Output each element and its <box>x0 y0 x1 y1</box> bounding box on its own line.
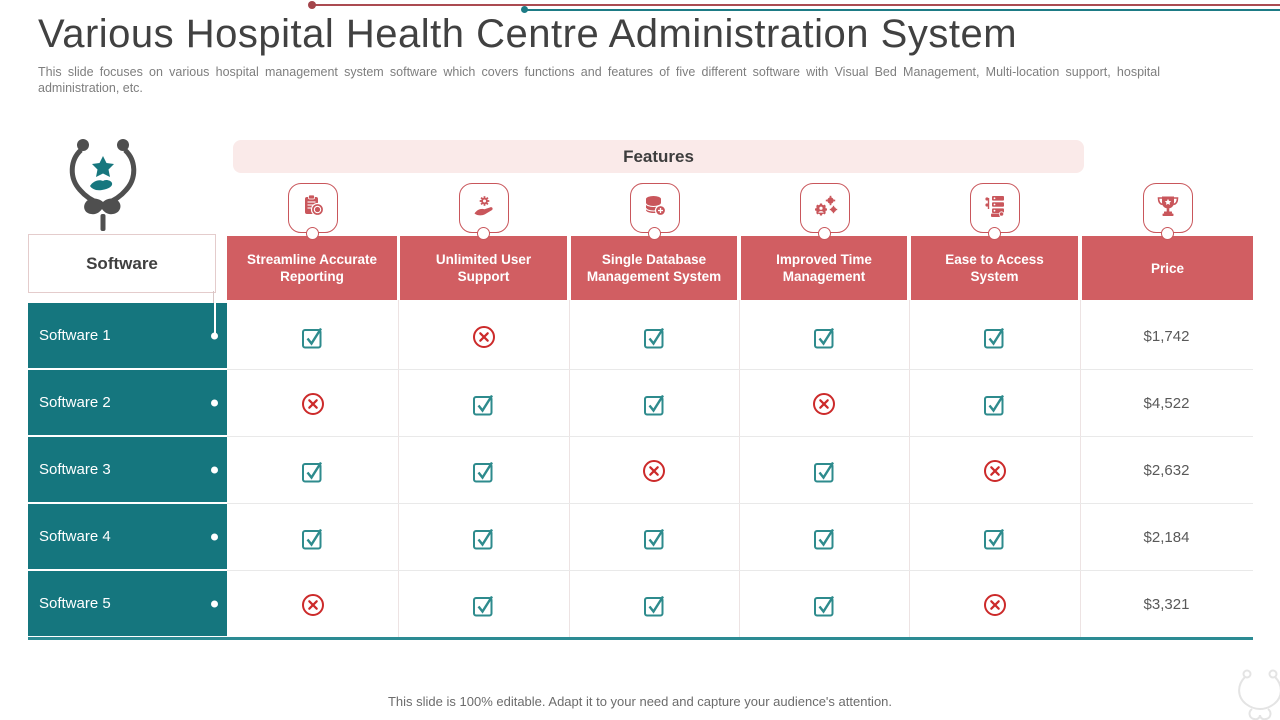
gears-user-icon <box>812 193 839 224</box>
decor-line-red <box>312 4 1280 6</box>
row-label-software-1: Software 1 <box>28 303 227 368</box>
decor-line-teal <box>525 9 1280 11</box>
grid-vline <box>398 300 399 637</box>
icon-connector-bump <box>648 227 661 240</box>
grid-vline <box>909 300 910 637</box>
watermark-stethoscope-icon <box>1238 669 1280 720</box>
grid-hline <box>227 570 1253 571</box>
row-label-text: Software 5 <box>39 595 111 612</box>
icon-connector-bump <box>477 227 490 240</box>
row-label-software-5: Software 5 <box>28 571 227 636</box>
connector-line <box>213 291 214 303</box>
bullet-dot <box>211 399 218 406</box>
grid-vline <box>1080 300 1081 637</box>
feature-icon-box <box>288 183 338 233</box>
feature-mark <box>227 571 398 638</box>
feature-mark <box>398 571 569 638</box>
feature-mark <box>569 303 739 370</box>
table-bottom-border <box>28 637 1253 640</box>
subtitle: This slide focuses on various hospital m… <box>38 64 1160 96</box>
feature-mark <box>398 504 569 571</box>
feature-mark <box>227 370 398 437</box>
feature-mark <box>398 437 569 504</box>
feature-mark <box>739 437 909 504</box>
feature-mark <box>909 437 1080 504</box>
column-header-single-database: Single Database Management System <box>571 236 737 300</box>
decor-dot-teal <box>521 6 528 13</box>
software-column-header: Software <box>28 234 216 293</box>
price-value: $1,742 <box>1143 328 1190 345</box>
trophy-icon <box>1155 193 1181 224</box>
footer-note: This slide is 100% editable. Adapt it to… <box>387 694 893 709</box>
clipboard-coin-icon <box>301 193 326 223</box>
row-label-software-3: Software 3 <box>28 437 227 502</box>
column-header-streamline-accurate-reporting: Streamline Accurate Reporting <box>227 236 397 300</box>
column-header-unlimited-user-support: Unlimited User Support <box>400 236 567 300</box>
price-value: $2,184 <box>1143 529 1190 546</box>
icon-connector-bump <box>988 227 1001 240</box>
grid-hline <box>227 369 1253 370</box>
feature-mark <box>227 303 398 370</box>
feature-mark <box>227 504 398 571</box>
feature-mark <box>569 571 739 638</box>
icon-connector-bump <box>306 227 319 240</box>
feature-icon-box <box>1143 183 1193 233</box>
row-label-text: Software 4 <box>39 528 111 545</box>
subtitle-line-2: administration, etc. <box>38 81 143 95</box>
grid-hline <box>227 436 1253 437</box>
icon-connector-bump <box>818 227 831 240</box>
bullet-dot <box>211 466 218 473</box>
feature-mark <box>569 504 739 571</box>
connector-line-white <box>214 303 216 334</box>
decor-dot-red <box>308 1 316 9</box>
row-label-text: Software 1 <box>39 327 111 344</box>
grid-vline <box>739 300 740 637</box>
row-label-text: Software 2 <box>39 394 111 411</box>
database-add-icon <box>642 193 668 224</box>
row-label-software-4: Software 4 <box>28 504 227 569</box>
column-header-ease-to-access-system: Ease to Access System <box>911 236 1078 300</box>
features-band: Features <box>233 140 1084 173</box>
feature-icon-box <box>459 183 509 233</box>
feature-mark <box>909 504 1080 571</box>
feature-mark <box>739 504 909 571</box>
bullet-dot <box>211 332 218 339</box>
feature-mark <box>227 437 398 504</box>
price-value: $4,522 <box>1143 395 1190 412</box>
grid-vline <box>569 300 570 637</box>
icon-connector-bump <box>1161 227 1174 240</box>
subtitle-line-1: This slide focuses on various hospital m… <box>38 65 1160 79</box>
grid-hline <box>227 503 1253 504</box>
software-label: Software <box>86 253 158 273</box>
row-label-text: Software 3 <box>39 461 111 478</box>
feature-mark <box>909 571 1080 638</box>
feature-mark <box>739 303 909 370</box>
price-value: $3,321 <box>1143 596 1190 613</box>
bullet-dot <box>211 533 218 540</box>
features-label: Features <box>623 146 694 166</box>
feature-mark <box>569 370 739 437</box>
feature-mark <box>398 303 569 370</box>
server-checklist-icon <box>982 193 1008 224</box>
column-header-price: Price <box>1082 236 1253 300</box>
hand-gear-icon <box>471 193 497 224</box>
feature-icon-box <box>630 183 680 233</box>
stethoscope-icon <box>69 139 137 231</box>
page-title: Various Hospital Health Centre Administr… <box>38 12 1018 56</box>
column-header-improved-time-management: Improved Time Management <box>741 236 907 300</box>
feature-mark <box>909 370 1080 437</box>
row-label-software-2: Software 2 <box>28 370 227 435</box>
feature-mark <box>909 303 1080 370</box>
feature-mark <box>739 571 909 638</box>
feature-icon-box <box>970 183 1020 233</box>
price-value: $2,632 <box>1143 462 1190 479</box>
feature-mark <box>398 370 569 437</box>
feature-icon-box <box>800 183 850 233</box>
bullet-dot <box>211 600 218 607</box>
feature-mark <box>569 437 739 504</box>
feature-mark <box>739 370 909 437</box>
